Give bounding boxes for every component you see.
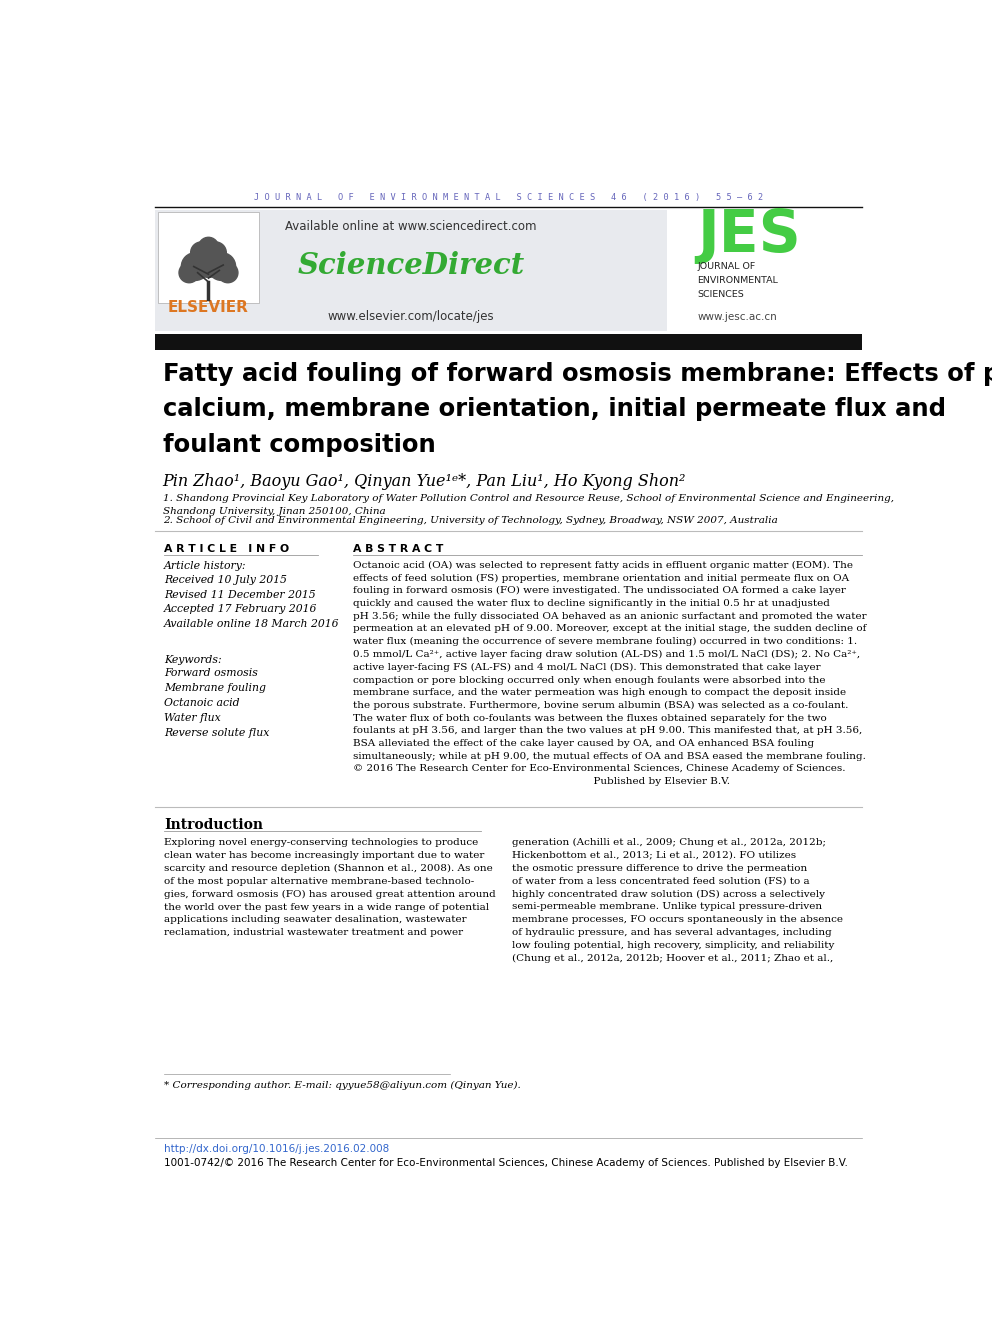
Circle shape <box>190 242 212 263</box>
Text: generation (Achilli et al., 2009; Chung et al., 2012a, 2012b;
Hickenbottom et al: generation (Achilli et al., 2009; Chung … <box>512 837 842 963</box>
Text: J O U R N A L   O F   E N V I R O N M E N T A L   S C I E N C E S   4 6   ( 2 0 : J O U R N A L O F E N V I R O N M E N T … <box>254 193 763 202</box>
Text: Introduction: Introduction <box>165 818 263 832</box>
Text: Article history:: Article history: <box>165 561 247 570</box>
FancyBboxPatch shape <box>158 212 259 303</box>
Text: Forward osmosis
Membrane fouling
Octanoic acid
Water flux
Reverse solute flux: Forward osmosis Membrane fouling Octanoi… <box>165 668 270 738</box>
Circle shape <box>218 263 238 283</box>
Text: * Corresponding author. E-mail: qyyue58@aliyun.com (Qinyan Yue).: * Corresponding author. E-mail: qyyue58@… <box>165 1081 521 1090</box>
Circle shape <box>204 242 226 263</box>
Circle shape <box>207 253 236 280</box>
Text: calcium, membrane orientation, initial permeate flux and: calcium, membrane orientation, initial p… <box>163 397 945 422</box>
Text: JES: JES <box>697 208 802 265</box>
Text: foulant composition: foulant composition <box>163 433 435 456</box>
Text: Fatty acid fouling of forward osmosis membrane: Effects of pH,: Fatty acid fouling of forward osmosis me… <box>163 363 992 386</box>
Circle shape <box>182 253 209 280</box>
Text: www.jesc.ac.cn: www.jesc.ac.cn <box>697 312 778 321</box>
Text: JOURNAL OF
ENVIRONMENTAL
SCIENCES: JOURNAL OF ENVIRONMENTAL SCIENCES <box>697 262 779 299</box>
Text: Keywords:: Keywords: <box>165 655 222 664</box>
Text: www.elsevier.com/locate/jes: www.elsevier.com/locate/jes <box>327 310 494 323</box>
Text: 2. School of Civil and Environmental Engineering, University of Technology, Sydn: 2. School of Civil and Environmental Eng… <box>163 516 778 525</box>
Text: A R T I C L E   I N F O: A R T I C L E I N F O <box>165 544 290 554</box>
FancyBboxPatch shape <box>155 209 667 331</box>
Text: A B S T R A C T: A B S T R A C T <box>352 544 443 554</box>
Circle shape <box>189 241 227 278</box>
Circle shape <box>179 263 199 283</box>
Text: Octanoic acid (OA) was selected to represent fatty acids in effluent organic mat: Octanoic acid (OA) was selected to repre… <box>352 561 866 786</box>
FancyBboxPatch shape <box>155 335 862 349</box>
Text: Available online at www.sciencedirect.com: Available online at www.sciencedirect.co… <box>285 220 537 233</box>
Text: 1001-0742/© 2016 The Research Center for Eco-Environmental Sciences, Chinese Aca: 1001-0742/© 2016 The Research Center for… <box>165 1158 848 1168</box>
Text: Exploring novel energy-conserving technologies to produce
clean water has become: Exploring novel energy-conserving techno… <box>165 837 496 937</box>
Circle shape <box>198 237 218 257</box>
Text: ELSEVIER: ELSEVIER <box>168 300 249 315</box>
Text: http://dx.doi.org/10.1016/j.jes.2016.02.008: http://dx.doi.org/10.1016/j.jes.2016.02.… <box>165 1144 390 1155</box>
Text: Received 10 July 2015
Revised 11 December 2015
Accepted 17 February 2016
Availab: Received 10 July 2015 Revised 11 Decembe… <box>165 574 340 630</box>
Text: 1. Shandong Provincial Key Laboratory of Water Pollution Control and Resource Re: 1. Shandong Provincial Key Laboratory of… <box>163 495 894 516</box>
Text: Pin Zhao¹, Baoyu Gao¹, Qinyan Yue¹ᵉ*, Pan Liu¹, Ho Kyong Shon²: Pin Zhao¹, Baoyu Gao¹, Qinyan Yue¹ᵉ*, Pa… <box>163 472 686 490</box>
Text: ScienceDirect: ScienceDirect <box>298 250 525 279</box>
